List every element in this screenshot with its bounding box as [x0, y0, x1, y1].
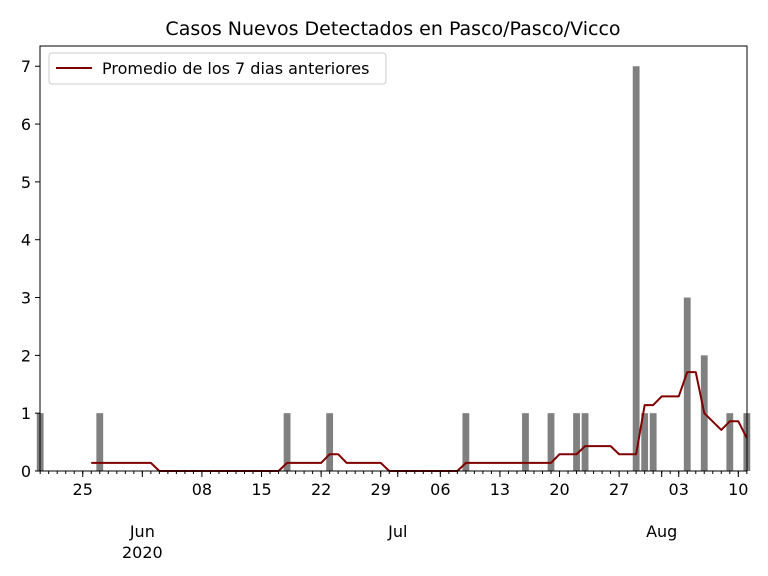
bar [641, 413, 649, 471]
y-axis: 0 1 2 3 4 5 6 7 [21, 57, 40, 481]
x-tick-label: 15 [251, 480, 271, 499]
x-year-label: 2020 [122, 543, 163, 562]
legend-box [48, 52, 387, 85]
legend: Promedio de los 7 dias anteriores [48, 52, 387, 85]
x-tick-label: 22 [311, 480, 331, 499]
x-tick-label: 13 [490, 480, 510, 499]
x-tick-label: 06 [430, 480, 450, 499]
bar [547, 413, 555, 471]
legend-series-label: Promedio de los 7 dias anteriores [102, 59, 369, 78]
x-tick-label: 10 [728, 480, 748, 499]
bar [283, 413, 291, 471]
chart-title: Casos Nuevos Detectados en Pasco/Pasco/V… [165, 18, 620, 40]
x-tick-label: 27 [609, 480, 629, 499]
bar [683, 297, 691, 471]
y-tick-label: 5 [21, 173, 31, 192]
y-tick-label: 4 [21, 231, 31, 250]
x-axis: 25 08 15 22 29 06 13 20 27 03 10 Jun 2020 Jul Aug [39, 471, 748, 562]
x-month-label: Aug [646, 522, 677, 541]
line-layer [91, 371, 748, 472]
y-tick-label: 1 [21, 404, 31, 423]
x-tick-label: 03 [669, 480, 689, 499]
bar [462, 413, 470, 471]
bar [326, 413, 334, 471]
bar [649, 413, 657, 471]
y-tick-label: 6 [21, 115, 31, 134]
bar [632, 66, 640, 471]
bar [522, 413, 529, 471]
x-tick-label: 25 [73, 480, 93, 499]
bar [726, 413, 734, 471]
y-tick-label: 7 [21, 57, 31, 76]
bar [573, 413, 580, 471]
bar [581, 413, 589, 471]
y-tick-label: 2 [21, 346, 31, 365]
plot-frame [39, 45, 748, 472]
x-month-label: Jun [129, 522, 155, 541]
x-tick-label: 20 [549, 480, 569, 499]
y-tick-label: 0 [21, 462, 31, 481]
x-tick-label: 29 [371, 480, 391, 499]
x-month-label: Jul [387, 522, 407, 541]
bar [96, 413, 104, 471]
y-tick-label: 3 [21, 289, 31, 308]
x-tick-label: 08 [192, 480, 212, 499]
series-line [91, 371, 748, 472]
